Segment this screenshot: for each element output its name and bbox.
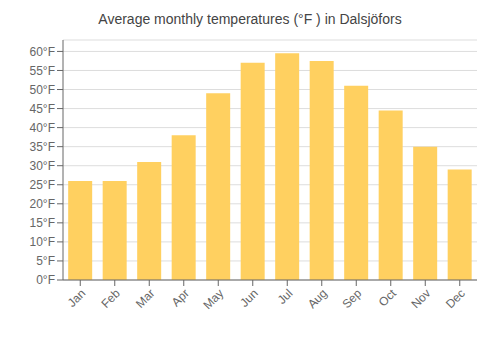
svg-text:15°F: 15°F [30, 216, 55, 230]
svg-text:Jun: Jun [237, 286, 261, 310]
svg-text:Sep: Sep [339, 286, 364, 311]
svg-text:35°F: 35°F [30, 140, 55, 154]
svg-text:55°F: 55°F [30, 64, 55, 78]
svg-text:Mar: Mar [133, 286, 158, 311]
svg-text:Apr: Apr [169, 286, 192, 309]
svg-text:60°F: 60°F [30, 45, 55, 59]
html-text:Average monthly temperatures (: Average monthly temperatures (°F ) in Da… [98, 11, 402, 27]
svg-text:Jan: Jan [65, 286, 89, 310]
svg-text:0°F: 0°F [36, 273, 55, 287]
svg-text:Aug: Aug [305, 286, 330, 311]
svg-text:10°F: 10°F [30, 235, 55, 249]
svg-text:20°F: 20°F [30, 197, 55, 211]
svg-text:5°F: 5°F [36, 254, 55, 268]
svg-text:30°F: 30°F [30, 159, 55, 173]
svg-text:Feb: Feb [98, 286, 123, 311]
svg-text:Jul: Jul [275, 286, 296, 307]
svg-text:25°F: 25°F [30, 178, 55, 192]
svg-text:40°F: 40°F [30, 121, 55, 135]
svg-text:Dec: Dec [443, 286, 468, 311]
svg-text:50°F: 50°F [30, 83, 55, 97]
svg-text:May: May [200, 286, 226, 312]
svg-text:45°F: 45°F [30, 102, 55, 116]
svg-text:Nov: Nov [408, 286, 433, 311]
svg-text:Oct: Oct [376, 286, 400, 310]
